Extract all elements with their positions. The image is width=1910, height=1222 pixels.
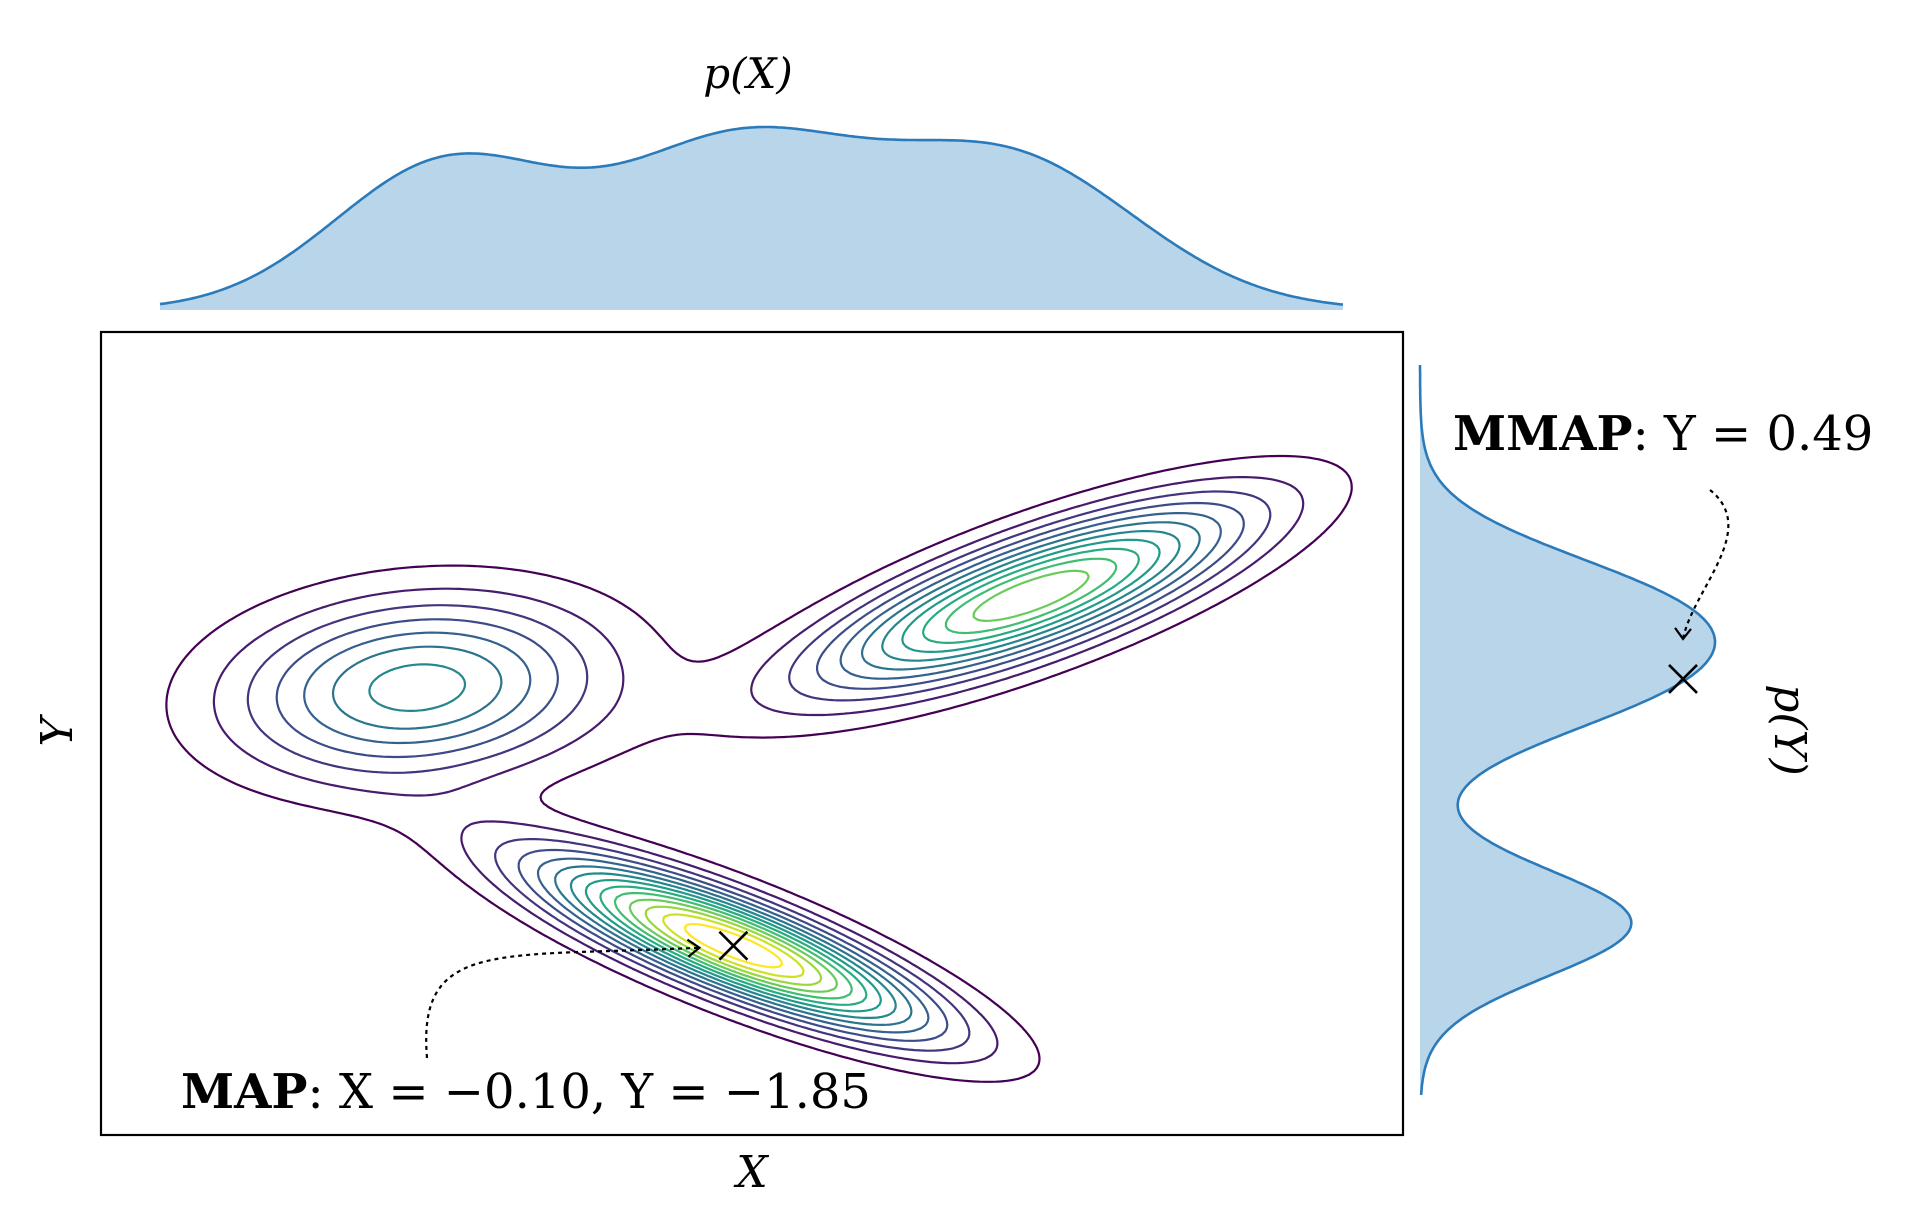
px-density-curve <box>159 125 1344 306</box>
right-marginal-plot: MMAP: Y = 0.49 p(Y) <box>1418 365 1873 1096</box>
map-annotation: MAP: X = −0.10, Y = −1.85 <box>181 1064 871 1120</box>
mmap-annotation-arrow <box>1681 489 1730 640</box>
map-annotation-arrow <box>425 946 700 1059</box>
plot-frame <box>99 330 1405 1137</box>
map-marker <box>718 930 749 961</box>
contour-level-14 <box>683 922 784 969</box>
top-marginal-plot: p(X) <box>159 49 1344 310</box>
contour-level-9 <box>599 547 1140 1006</box>
mmap-value-text: : Y = 0.49 <box>1633 406 1874 462</box>
x-axis-label: X <box>733 1147 769 1198</box>
mmap-marker <box>1668 663 1698 694</box>
contour-level-12 <box>644 905 823 986</box>
map-bold-label: MAP <box>181 1064 307 1120</box>
px-density-fill <box>160 127 1343 310</box>
mmap-annotation: MMAP: Y = 0.49 <box>1453 406 1873 462</box>
contour-level-5 <box>303 512 1222 1034</box>
py-density-curve <box>1418 365 1717 1096</box>
map-value-text: : X = −0.10, Y = −1.85 <box>307 1064 870 1120</box>
contour-level-6 <box>331 521 1201 1026</box>
map-arrowhead <box>686 938 702 958</box>
contour-level-8 <box>584 538 1161 1013</box>
contour-level-2 <box>212 476 1305 1065</box>
contour-level-4 <box>275 501 1245 1042</box>
px-label: p(X) <box>703 49 793 98</box>
contour-level-11 <box>628 569 1090 993</box>
contour-level-10 <box>613 557 1118 1000</box>
contour-plot: MAP: X = −0.10, Y = −1.85 X Y <box>32 330 1405 1198</box>
map-cross-stroke-b <box>718 930 749 961</box>
contour-lines <box>165 454 1353 1083</box>
contour-level-3 <box>246 490 1272 1052</box>
mmap-arrowhead <box>1674 627 1692 641</box>
contour-level-7 <box>368 530 1181 1019</box>
y-axis-label: Y <box>32 714 83 747</box>
contour-level-13 <box>662 913 805 978</box>
mmap-cross-stroke-b <box>1668 663 1698 694</box>
contour-level-1 <box>165 454 1353 1083</box>
mmap-bold-label: MMAP <box>1453 406 1633 462</box>
py-label: p(Y) <box>1764 684 1815 776</box>
py-density-fill <box>1420 365 1715 1095</box>
